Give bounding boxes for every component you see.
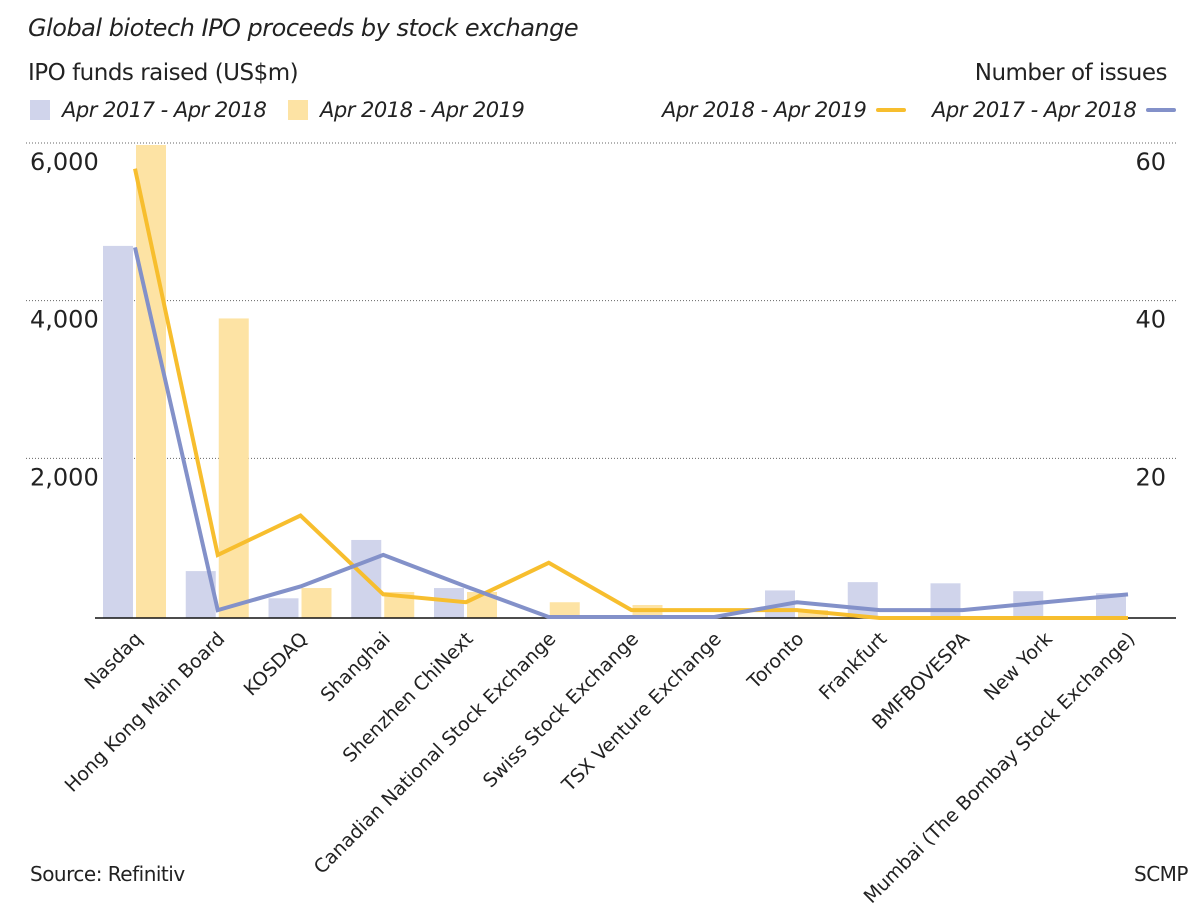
category-label: KOSDAQ (240, 628, 312, 700)
legend-line-2018: Apr 2018 - Apr 2019 (662, 98, 907, 122)
legend-label: Apr 2017 - Apr 2018 (62, 98, 267, 122)
right-tick-label: 40 (1135, 306, 1166, 334)
category-label: Frankfurt (815, 628, 891, 704)
right-tick-label: 20 (1135, 463, 1166, 491)
bar-2018 (549, 602, 580, 618)
legend-line-yellow (876, 108, 907, 112)
bar-2018 (798, 610, 828, 618)
legend-line-blue (1146, 108, 1177, 112)
category-label: Swiss Stock Exchange (479, 628, 643, 792)
legend-swatch-blue (30, 100, 50, 120)
bar-2018 (301, 588, 332, 618)
category-label: Shanghai (316, 628, 394, 706)
source-note: Source: Refinitiv (30, 862, 185, 886)
category-label: New York (980, 628, 1057, 705)
legend-label: Apr 2017 - Apr 2018 (932, 98, 1137, 122)
line-2017 (133, 247, 1129, 619)
line-2018 (133, 168, 1128, 620)
category-label: Toronto (743, 628, 809, 694)
category-label: TSX Venture Exchange (557, 628, 726, 797)
bar-2018 (136, 145, 166, 618)
legend-swatch-yellow (288, 100, 308, 120)
left-tick-label: 4,000 (30, 306, 99, 334)
legend-bar-2017: Apr 2017 - Apr 2018 (30, 98, 267, 122)
bar-2017 (847, 582, 878, 618)
bar-2017 (268, 598, 299, 618)
legend-bar-2018: Apr 2018 - Apr 2019 (288, 98, 525, 122)
legend-label: Apr 2018 - Apr 2019 (662, 98, 867, 122)
credit: SCMP (1134, 862, 1188, 886)
left-tick-label: 2,000 (30, 463, 99, 491)
left-axis-label: IPO funds raised (US$m) (28, 60, 299, 86)
legend-label: Apr 2018 - Apr 2019 (320, 98, 525, 122)
legend-line-2017: Apr 2017 - Apr 2018 (932, 98, 1177, 122)
right-tick-label: 60 (1135, 148, 1166, 176)
bar-2017 (103, 245, 133, 618)
chart-title: Global biotech IPO proceeds by stock exc… (28, 14, 579, 42)
bar-2018 (218, 318, 249, 618)
bar-2017 (930, 583, 961, 618)
category-label: Hong Kong Main Board (61, 628, 230, 797)
right-axis-label: Number of issues (974, 60, 1168, 86)
category-label: Nasdaq (80, 628, 146, 694)
left-tick-label: 6,000 (30, 148, 99, 176)
